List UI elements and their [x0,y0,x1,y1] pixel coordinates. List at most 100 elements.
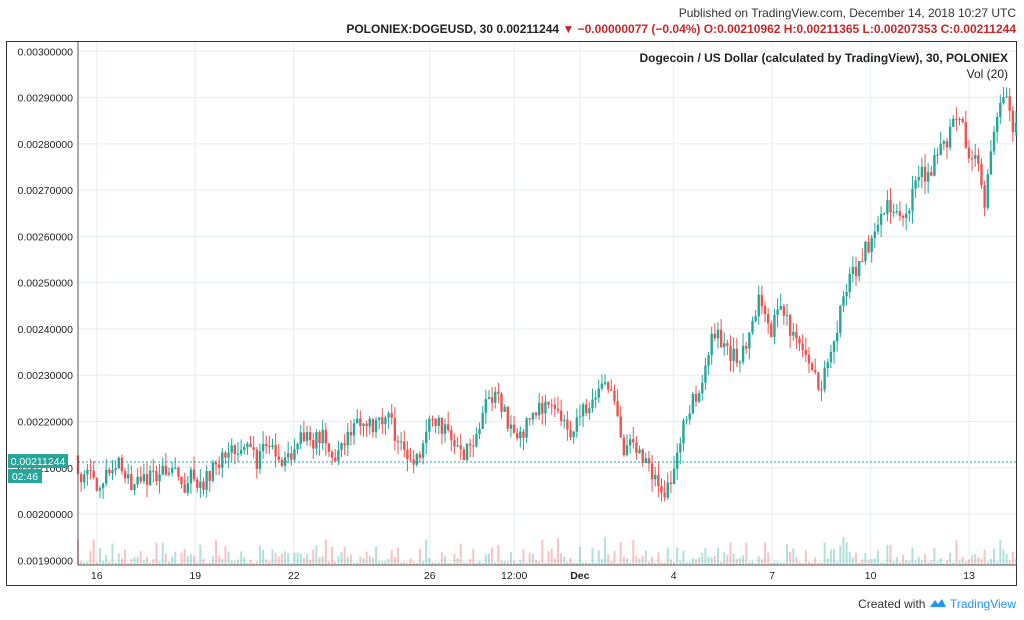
candle-body [905,213,908,218]
volume-bar [353,562,356,565]
candle-body [723,343,726,348]
volume-bar [487,553,490,565]
candle-body [83,474,86,483]
x-axis: 13 10 7 4 Dec 12:00 26 22 19 16 [78,564,1016,582]
volume-bar [246,562,249,565]
candle-body [365,423,368,427]
volume-bar [375,546,378,565]
volume-bar [989,558,992,565]
volume-bar [462,562,465,565]
candle-body [581,404,585,417]
candle-body [199,481,202,488]
candle-body [252,447,255,450]
volume-bar [475,562,478,565]
candle-body [512,424,516,433]
candle-body [889,200,892,213]
volume-bar [544,562,547,565]
candle-body [177,467,180,477]
y-tick-label: 0.00190000 [18,555,74,567]
candle-body [330,451,334,458]
candle-body [886,200,889,214]
volume-bar [415,562,418,565]
volume-bar [98,548,101,565]
candle-body [92,470,95,478]
volume-bar [425,539,428,565]
volume-bar [644,550,647,565]
candle-body [710,333,713,356]
candle-body [898,211,902,217]
candle-body [792,331,795,336]
volume-bar [673,562,676,565]
volume-bar [365,551,368,565]
candle-body [876,224,880,232]
volume-bar [268,561,271,565]
candle-body [214,462,218,465]
volume-bar [80,561,83,565]
volume-bar [293,552,296,565]
candle-body [826,362,829,369]
candle-body [89,470,92,472]
candle-body [440,417,444,434]
volume-bar [688,561,691,565]
volume-bar [302,557,305,565]
candle-body [286,453,290,458]
volume-bar [745,542,748,565]
candle-body [588,408,591,414]
volume-bar [83,562,86,565]
volume-bar [792,548,795,565]
volume-bar [607,554,610,565]
volume-bar [92,539,95,565]
volume-bar [453,553,456,565]
volume-bar [224,545,227,565]
volume-bar [1015,558,1017,565]
candle-body [594,397,597,400]
candle-body [697,393,701,402]
volume-bar [726,555,729,565]
candle-body [823,368,826,390]
last-price-badge-bg [8,454,68,469]
candle-body [572,431,575,438]
candle-body [999,102,1002,117]
candle-body [305,431,309,442]
candle-body [412,459,415,465]
volume-bar [789,551,792,565]
candle-body [161,465,164,475]
volume-bar [760,559,763,565]
candle-body [641,449,644,463]
volume-bar [861,559,864,565]
candle-body [926,172,930,182]
volume-bar [895,557,898,565]
volume-bar [785,544,788,565]
candle-body [654,474,657,480]
y-tick-label: 0.00240000 [18,324,74,336]
candle-body [939,143,942,155]
tradingview-brand[interactable]: TradingView [949,597,1016,611]
candle-body [1008,96,1011,111]
candle-body [738,362,742,364]
last-price-badge: 0.00211244 02:46 [8,454,68,484]
volume-bar [820,562,823,565]
volume-bar [177,562,180,565]
candle-body [425,431,428,444]
volume-bar [732,553,735,565]
candle-body [541,402,544,414]
price-chart[interactable]: 0.00300000 0.00290000 0.00280000 0.00270000… [0,0,1024,592]
candle-body [393,418,397,441]
candle-body [217,464,221,468]
candle-body [854,266,858,277]
volume-bar [139,551,142,565]
volume-bar [610,561,613,565]
volume-bar [647,561,650,565]
volume-bar [538,561,541,565]
volume-bar [723,552,726,565]
volume-bar [299,553,302,565]
candle-body [635,442,638,453]
candle-body [381,417,384,425]
candle-body [992,131,996,152]
volume-bar [418,548,421,565]
candle-body [428,418,431,432]
candle-body [917,176,920,181]
candle-body [632,439,635,443]
candle-body [719,329,723,348]
volume-bar [211,556,214,565]
